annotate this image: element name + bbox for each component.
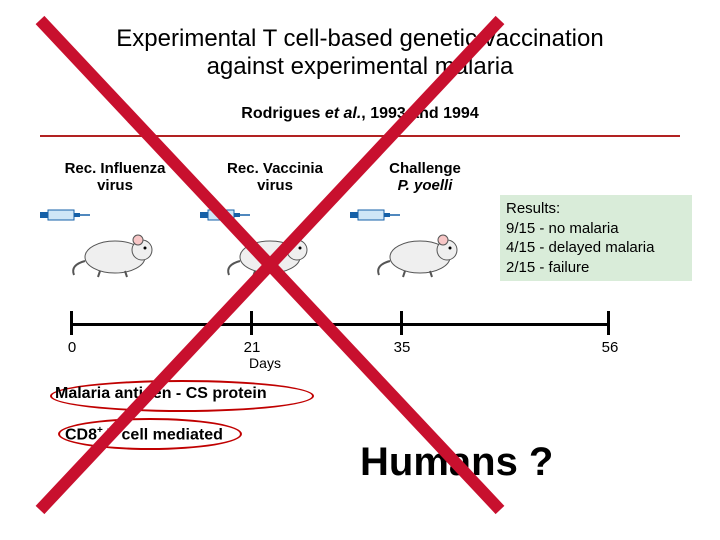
results-row: 9/15 - no malaria — [506, 219, 686, 239]
results-row: 2/15 - failure — [506, 258, 686, 278]
tick-label-56: 56 — [590, 339, 630, 356]
timeline-bar — [70, 323, 610, 326]
cd8-text: CD8+ T cell mediated — [65, 425, 223, 444]
tick-56 — [607, 311, 610, 335]
col2-l1: Rec. Vaccinia — [227, 160, 323, 177]
col2-label: Rec. Vaccinia virus — [200, 160, 350, 194]
results-header: Results: — [506, 199, 686, 219]
col3-label: Challenge P. yoelli — [350, 160, 500, 194]
tick-0 — [70, 311, 73, 335]
citation: Rodrigues et al., 1993 and 1994 — [0, 105, 720, 123]
mouse-icon — [225, 225, 315, 280]
citation-prefix: Rodrigues — [241, 105, 325, 122]
title-line1: Experimental T cell-based genetic vaccin… — [116, 25, 603, 52]
syringe-icon — [200, 208, 250, 222]
col1-label: Rec. Influenza virus — [40, 160, 190, 194]
tick-35 — [400, 311, 403, 335]
col3-l2: P. yoelli — [398, 177, 453, 194]
tick-label-35: 35 — [382, 339, 422, 356]
citation-etal: et al. — [325, 105, 361, 122]
mouse-icon — [70, 225, 160, 280]
cd8-pre: CD8 — [65, 426, 97, 443]
slide-title: Experimental T cell-based genetic vaccin… — [0, 25, 720, 81]
title-line2: against experimental malaria — [207, 53, 514, 80]
antigen-text: Malaria antigen - CS protein — [55, 385, 267, 403]
mouse-icon — [375, 225, 465, 280]
timeline: 0 21 35 56 — [70, 315, 610, 355]
col2-l2: virus — [257, 177, 293, 194]
col1-l1: Rec. Influenza — [65, 160, 166, 177]
tick-label-0: 0 — [52, 339, 92, 356]
citation-suffix: , 1993 and 1994 — [361, 105, 478, 122]
divider — [40, 135, 680, 137]
days-label: Days — [0, 355, 530, 371]
syringe-icon — [350, 208, 400, 222]
results-row: 4/15 - delayed malaria — [506, 238, 686, 258]
humans-text: Humans ? — [360, 440, 553, 485]
syringe-icon — [40, 208, 90, 222]
col3-l1: Challenge — [389, 160, 461, 177]
tick-21 — [250, 311, 253, 335]
cd8-post: T cell mediated — [103, 426, 223, 443]
col1-l2: virus — [97, 177, 133, 194]
results-box: Results: 9/15 - no malaria 4/15 - delaye… — [500, 195, 692, 281]
tick-label-21: 21 — [232, 339, 272, 356]
